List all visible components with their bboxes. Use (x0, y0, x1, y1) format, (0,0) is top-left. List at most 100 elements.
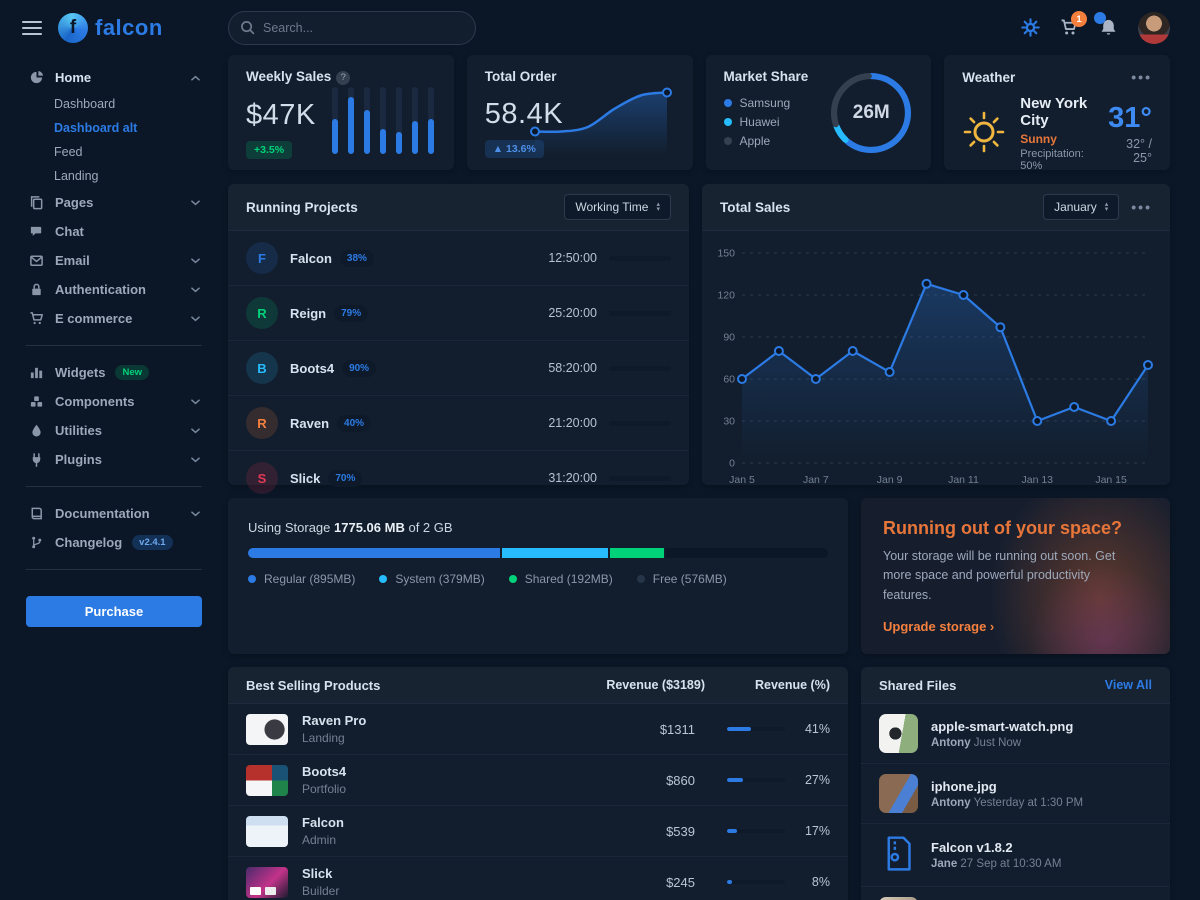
sidebar-item-home[interactable]: Home (26, 63, 202, 92)
market-share-legend: Samsung Huawei Apple (723, 96, 914, 148)
user-avatar[interactable] (1138, 11, 1170, 44)
product-category-link[interactable]: Builder (302, 884, 340, 899)
product-category-link[interactable]: Admin (302, 833, 337, 848)
sidebar-item-feed[interactable]: Feed (54, 145, 83, 159)
bar (411, 87, 418, 154)
storage-legend: Regular (895MB) System (379MB) Shared (192… (248, 572, 828, 586)
bar (363, 87, 370, 154)
revenue-progress-bar (727, 829, 785, 834)
main-content: Weekly Sales? $47K +3.5% Total Order 58.… (228, 55, 1200, 900)
file-name-link[interactable]: apple-smart-watch.png (931, 718, 1074, 734)
sidebar-item-label: Chat (55, 224, 84, 239)
bar (395, 87, 402, 154)
chevron-down-icon (191, 510, 200, 517)
view-all-link[interactable]: View All (1104, 678, 1152, 693)
sidebar-item-label: Widgets (55, 365, 106, 380)
topbar: f falcon 1 (0, 0, 1200, 55)
cart-count-badge: 1 (1071, 11, 1087, 27)
sidebar-item-dashboard[interactable]: Dashboard (54, 97, 116, 111)
weather-condition: Sunny (1020, 132, 1057, 146)
sidebar-item-plugins[interactable]: Plugins (26, 445, 202, 474)
svg-text:150: 150 (717, 248, 735, 260)
settings-gear-icon[interactable] (1021, 18, 1040, 37)
product-category-link[interactable]: Landing (302, 731, 345, 746)
sidebar-item-email[interactable]: Email (26, 246, 202, 275)
product-category-link[interactable]: Portfolio (302, 782, 347, 797)
file-row-falcon-v1-8-2: Falcon v1.8.2 Jane 27 Sep at 10:30 AM (861, 824, 1170, 888)
file-thumbnail (879, 897, 918, 900)
product-name-link[interactable]: Raven Pro (302, 713, 367, 729)
search-input[interactable] (228, 10, 476, 45)
total-order-title: Total Order (484, 69, 557, 84)
more-icon[interactable]: ••• (1131, 69, 1152, 85)
legend-label: Apple (739, 134, 771, 148)
legend-dot (723, 118, 732, 126)
svg-text:120: 120 (717, 290, 735, 302)
project-progress: 12:50:00 (548, 251, 671, 265)
sidebar-item-dashboard-alt[interactable]: Dashboard alt (54, 121, 138, 135)
hamburger-menu-icon[interactable] (22, 17, 42, 39)
chevron-down-icon (191, 199, 200, 206)
product-thumbnail (246, 866, 288, 898)
sidebar-item-utilities[interactable]: Utilities (26, 416, 202, 445)
storage-segment-shared-192mb- (610, 548, 665, 558)
file-name-link[interactable]: iphone.jpg (931, 778, 997, 794)
svg-text:Jan 15: Jan 15 (1095, 474, 1127, 486)
project-row-falcon: F Falcon 38% 12:50:00 (228, 231, 689, 286)
sidebar-item-widgets[interactable]: Widgets New (26, 358, 202, 387)
project-name-link[interactable]: Reign (290, 305, 327, 321)
brand-logo[interactable]: f falcon (58, 12, 163, 43)
project-name-link[interactable]: Boots4 (290, 360, 335, 376)
sidebar-item-pages[interactable]: Pages (26, 188, 202, 217)
legend-label: Free (576MB) (652, 572, 727, 586)
chevron-up-icon (191, 75, 200, 81)
project-avatar: B (246, 352, 278, 384)
select-arrows-icon: ▴ ▾ (1104, 201, 1109, 213)
file-row-imac-jpg: iMac.jpgRowen 23 Sep at 6:10 PM (861, 887, 1170, 900)
sidebar-item-e-commerce[interactable]: E commerce (26, 304, 202, 333)
product-row-falcon: Falcon Admin $539 17% (228, 806, 848, 858)
sidebar-item-authentication[interactable]: Authentication (26, 275, 202, 304)
project-name-link[interactable]: Raven (290, 415, 330, 431)
product-name-link[interactable]: Falcon (302, 815, 344, 831)
select-arrows-icon: ▴ ▾ (656, 201, 660, 213)
chevron-down-icon (191, 286, 200, 293)
legend-label: Regular (895MB) (264, 572, 356, 586)
sidebar-item-documentation[interactable]: Documentation (26, 499, 202, 528)
sidebar-item-label: Email (55, 253, 90, 268)
more-icon[interactable]: ••• (1131, 199, 1152, 215)
project-name-link[interactable]: Slick (290, 470, 321, 486)
weekly-sales-bar-chart (331, 87, 434, 154)
month-select[interactable]: January ▴ ▾ (1043, 194, 1120, 220)
file-name-link[interactable]: Falcon v1.8.2 (931, 840, 1013, 856)
chart-pie-icon (28, 70, 45, 85)
product-revenue: $1311 (659, 721, 695, 737)
sidebar-item-changelog[interactable]: Changelog v2.4.1 (26, 528, 202, 557)
cart-icon[interactable]: 1 (1060, 11, 1087, 37)
product-percent: 27% (804, 773, 830, 788)
sidebar-item-chat[interactable]: Chat (26, 217, 202, 246)
project-name-link[interactable]: Falcon (290, 250, 332, 266)
space-body: Your storage will be running out soon. G… (883, 549, 1116, 602)
chevron-down-icon (191, 427, 200, 434)
upgrade-storage-link[interactable]: Upgrade storage › (883, 619, 995, 635)
sidebar-item-components[interactable]: Components (26, 387, 202, 416)
project-row-boots4: B Boots4 90% 58:20:00 (228, 341, 689, 396)
project-percent-badge: 90% (342, 359, 377, 377)
legend-label: Samsung (739, 96, 791, 110)
purchase-button[interactable]: Purchase (26, 596, 202, 627)
product-info: Boots4 Portfolio (302, 764, 346, 796)
help-icon[interactable]: ? (336, 70, 351, 85)
bar (427, 87, 434, 154)
product-percent: 8% (811, 875, 830, 890)
product-percent: 17% (804, 824, 830, 839)
sidebar-item-landing[interactable]: Landing (54, 169, 99, 183)
bell-icon[interactable] (1094, 12, 1118, 37)
working-time-select[interactable]: Working Time ▴ ▾ (564, 194, 671, 220)
market-share-total: 26M (852, 102, 890, 123)
product-name-link[interactable]: Boots4 (302, 764, 347, 780)
branch-icon (28, 535, 45, 550)
market-share-title: Market Share (723, 69, 809, 84)
pages-icon (28, 195, 45, 210)
product-name-link[interactable]: Slick (302, 866, 333, 882)
